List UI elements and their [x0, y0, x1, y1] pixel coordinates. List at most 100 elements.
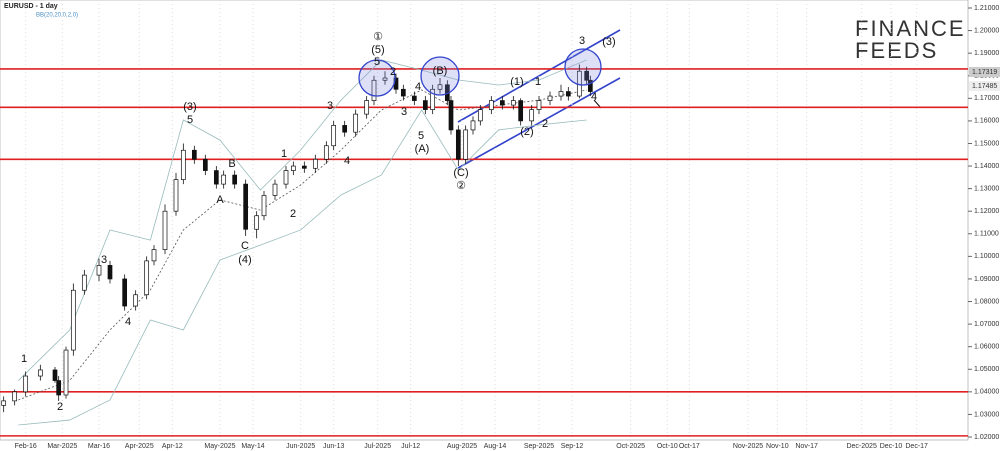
wave-label: 4	[344, 155, 350, 167]
candle-body	[290, 165, 296, 171]
candle-body	[12, 391, 18, 402]
wave-label: (C)	[453, 167, 468, 179]
x-tick-label: Nov-10	[766, 443, 789, 450]
wave-label: C	[241, 240, 249, 252]
candle-body	[272, 183, 278, 196]
price-label-box	[969, 67, 1000, 77]
bollinger-upper	[18, 59, 587, 381]
candle-body	[558, 91, 564, 97]
candle-body	[584, 70, 590, 81]
candle-body	[323, 145, 329, 160]
bollinger-middle	[18, 89, 587, 401]
x-tick-label: Apr-2025	[125, 443, 154, 450]
y-tick-label: 1.15000	[974, 140, 999, 147]
highlight-circle	[564, 48, 602, 86]
x-tick-label: Aug-14	[484, 443, 507, 450]
x-tick-label: Dec-2025	[846, 443, 876, 450]
wave-label: (4)	[238, 254, 251, 266]
candle-body	[331, 125, 337, 147]
wave-label: 4	[415, 81, 421, 93]
y-tick-label: 1.03000	[974, 411, 999, 418]
wave-label: (2)	[520, 126, 533, 138]
x-tick-label: Sep-12	[561, 443, 584, 450]
wave-label: (1)	[510, 76, 523, 88]
wave-label: (A)	[415, 143, 430, 155]
candle-body	[81, 274, 87, 291]
plot-frame	[0, 0, 969, 441]
x-tick-label: Oct-2025	[616, 443, 645, 450]
candle-body	[70, 289, 76, 351]
x-tick-label: Oct-10	[657, 443, 678, 450]
x-tick-label: Aug-2025	[447, 443, 477, 450]
candle-body	[565, 91, 571, 97]
wave-label: 3	[401, 106, 407, 118]
logo-bottom: FEEDS	[855, 38, 938, 63]
price-label: 1.17319	[972, 69, 997, 76]
candle-body	[254, 215, 260, 230]
candle-body	[430, 88, 436, 110]
wave-label: 2	[57, 401, 63, 413]
candle-body	[107, 265, 113, 280]
y-tick-label: 1.21000	[974, 5, 999, 12]
candle-body	[232, 174, 238, 185]
candle-body	[202, 158, 208, 171]
candle-body	[180, 149, 186, 180]
x-tick-label: Dec-10	[880, 443, 903, 450]
candle-body	[518, 100, 524, 122]
y-tick-label: 1.07000	[974, 321, 999, 328]
x-tick-label: Apr-12	[162, 443, 183, 450]
candle-body	[364, 100, 370, 115]
candle-body	[173, 179, 179, 212]
candle-body	[529, 109, 535, 122]
candle-body	[371, 79, 377, 101]
candle-body	[1, 400, 7, 406]
candle-body	[455, 129, 461, 160]
wave-label: 2	[542, 118, 548, 130]
candle-body	[382, 77, 388, 81]
highlights	[358, 48, 602, 97]
y-tick-label: 1.13000	[974, 185, 999, 192]
y-tick-label: 1.14000	[974, 163, 999, 170]
wave-label: 4	[591, 91, 597, 103]
x-tick-label: Jul-12	[401, 443, 420, 450]
x-tick-label: May-14	[241, 443, 264, 450]
candle-body	[261, 195, 267, 217]
candle-body	[411, 95, 417, 101]
candle-body	[312, 158, 318, 169]
y-tick-label: 1.09000	[974, 276, 999, 283]
candle-body	[162, 210, 168, 250]
wave-label: B	[228, 158, 235, 170]
x-tick-label: Jun-13	[323, 443, 345, 450]
candle-body	[499, 100, 505, 106]
x-tick-label: Feb-16	[15, 443, 37, 450]
candle-body	[52, 369, 58, 381]
candle-body	[144, 260, 150, 296]
wave-label: 1	[21, 353, 27, 365]
wave-label: ①	[373, 31, 383, 43]
y-tick-label: 1.11000	[974, 231, 999, 238]
x-tick-label: Sep-2025	[524, 443, 554, 450]
wave-label: (B)	[433, 65, 448, 77]
candle-body	[470, 120, 476, 131]
indicator-label: BB(20,20,0,2,0)	[36, 13, 78, 19]
candle-body	[437, 84, 443, 90]
candle-body	[448, 100, 454, 131]
candle-body	[151, 249, 157, 262]
candle-body	[422, 100, 428, 110]
candle-body	[122, 278, 128, 307]
candle-body	[301, 165, 307, 169]
channel-bottom	[457, 77, 621, 169]
y-tick-label: 1.05000	[974, 366, 999, 373]
y-tick-label: 1.06000	[974, 344, 999, 351]
wave-label: 5	[418, 130, 424, 142]
candle-body	[191, 149, 197, 160]
y-tick-label: 1.17000	[974, 95, 999, 102]
wave-label: A	[216, 194, 224, 206]
y-tick-label: 1.20000	[974, 27, 999, 34]
candle-body	[547, 95, 553, 101]
highlight-circle	[420, 56, 460, 96]
wave-label: (5)	[371, 44, 384, 56]
y-tick-label: 1.08000	[974, 298, 999, 305]
wave-label: 1	[535, 76, 541, 88]
